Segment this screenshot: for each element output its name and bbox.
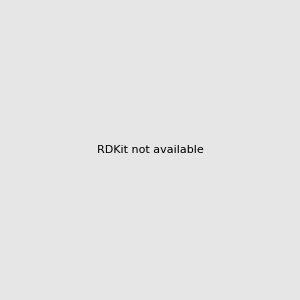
Text: RDKit not available: RDKit not available <box>97 145 203 155</box>
